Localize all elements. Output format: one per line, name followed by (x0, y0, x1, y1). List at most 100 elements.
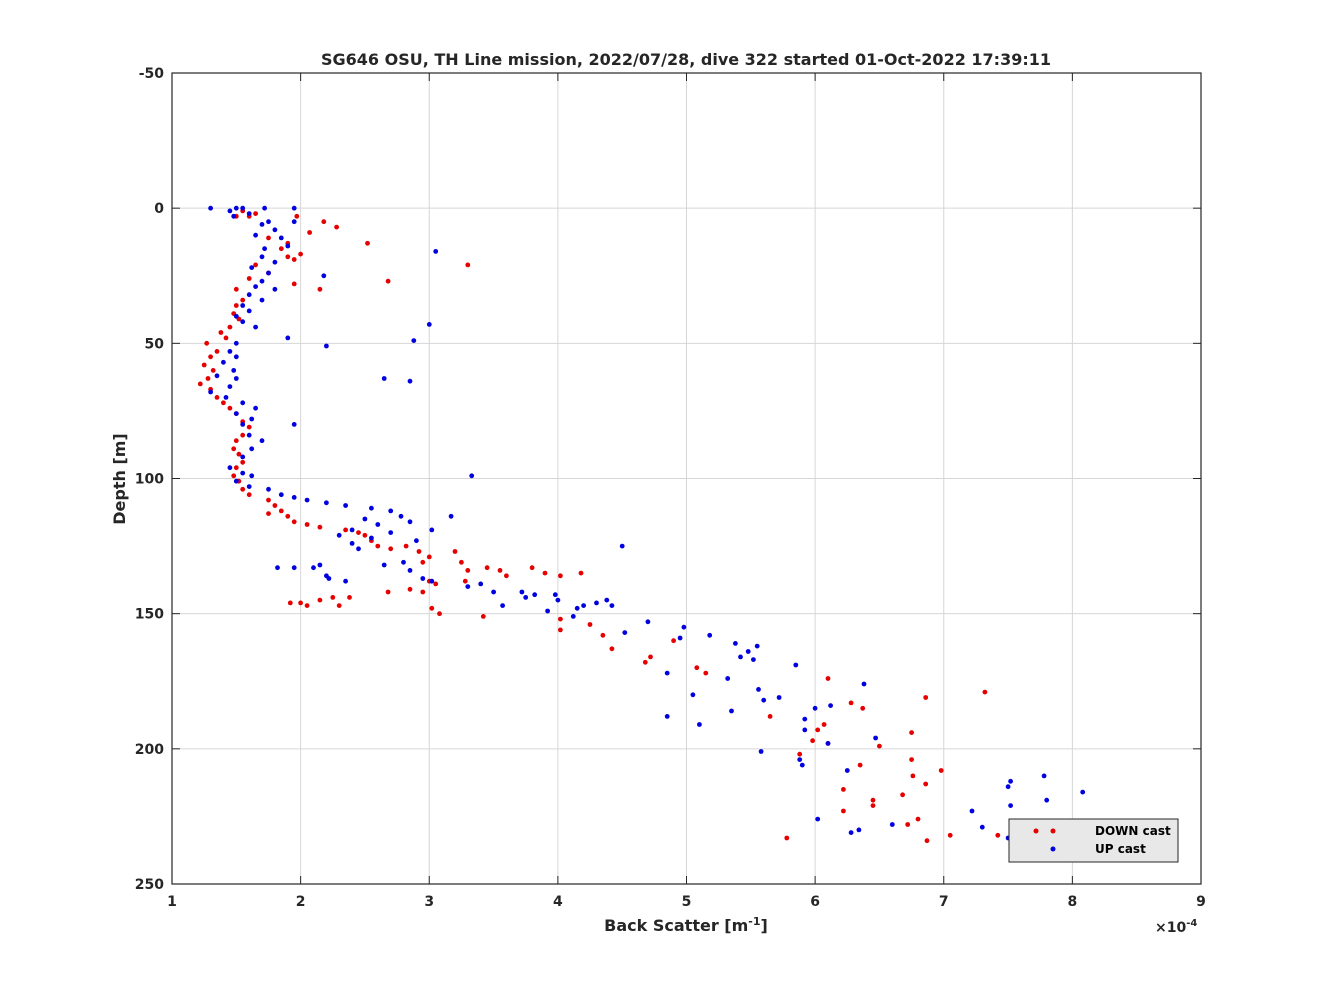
down-cast-point (240, 298, 245, 303)
up-cast-point (369, 536, 374, 541)
up-cast-point (777, 695, 782, 700)
up-cast-point (260, 279, 265, 284)
x-axis-label: Back Scatter [m-1] (604, 915, 768, 935)
down-cast-point (948, 833, 953, 838)
down-cast-point (939, 768, 944, 773)
up-cast-point (253, 233, 258, 238)
up-cast-point (234, 314, 239, 319)
up-cast-point (815, 817, 820, 822)
up-cast-point (751, 657, 756, 662)
up-cast-point (1008, 779, 1013, 784)
up-cast-point (324, 344, 329, 349)
x-tick-label: 5 (682, 894, 692, 910)
down-cast-point (905, 822, 910, 827)
down-cast-point (504, 573, 509, 578)
down-cast-point (841, 787, 846, 792)
up-cast-point (429, 579, 434, 584)
up-cast-point (311, 565, 316, 570)
legend: DOWN cast UP cast (1009, 819, 1178, 862)
down-cast-point (343, 528, 348, 533)
down-cast-point (208, 354, 213, 359)
y-tick-label: 250 (135, 877, 164, 893)
up-cast-point (408, 379, 413, 384)
up-cast-point (594, 601, 599, 606)
down-cast-point (437, 611, 442, 616)
up-cast-point (414, 538, 419, 543)
up-cast-point (845, 768, 850, 773)
up-cast-point (262, 246, 267, 251)
up-cast-point (285, 336, 290, 341)
down-cast-point (481, 614, 486, 619)
down-cast-point (285, 514, 290, 519)
up-cast-point (802, 728, 807, 733)
legend-up-marker (1051, 847, 1056, 852)
down-cast-point (453, 549, 458, 554)
down-cast-point (459, 560, 464, 565)
down-cast-point (285, 254, 290, 259)
up-cast-point (465, 584, 470, 589)
up-cast-point (260, 222, 265, 227)
up-cast-point (800, 763, 805, 768)
y-tick-label: -50 (139, 66, 165, 82)
chart-title: SG646 OSU, TH Line mission, 2022/07/28, … (321, 50, 1051, 69)
up-cast-point (253, 284, 258, 289)
down-cast-point (643, 660, 648, 665)
down-cast-point (231, 473, 236, 478)
down-cast-point (294, 214, 299, 219)
down-cast-point (909, 757, 914, 762)
down-cast-point (530, 565, 535, 570)
up-cast-point (375, 522, 380, 527)
up-cast-point (318, 563, 323, 568)
down-cast-point (273, 503, 278, 508)
up-cast-point (746, 649, 751, 654)
down-cast-point (601, 633, 606, 638)
down-cast-point (768, 714, 773, 719)
up-cast-point (234, 479, 239, 484)
up-cast-point (262, 206, 267, 211)
up-cast-point (240, 206, 245, 211)
down-cast-point (247, 276, 252, 281)
down-cast-point (318, 525, 323, 530)
legend-up-label: UP cast (1095, 842, 1146, 856)
up-cast-point (273, 260, 278, 265)
down-cast-point (923, 695, 928, 700)
down-cast-point (253, 211, 258, 216)
y-tick-label: 50 (145, 336, 165, 352)
up-cast-point (215, 373, 220, 378)
down-cast-point (417, 549, 422, 554)
up-cast-point (249, 417, 254, 422)
up-cast-point (292, 422, 297, 427)
down-cast-point (247, 492, 252, 497)
up-cast-point (408, 519, 413, 524)
up-cast-point (707, 633, 712, 638)
up-cast-point (324, 500, 329, 505)
up-cast-point (581, 603, 586, 608)
up-cast-point (523, 595, 528, 600)
down-cast-point (330, 595, 335, 600)
up-cast-point (622, 630, 627, 635)
up-cast-point (678, 636, 683, 641)
up-cast-point (343, 579, 348, 584)
up-cast-point (738, 655, 743, 660)
up-cast-point (266, 271, 271, 276)
up-cast-point (491, 590, 496, 595)
up-cast-point (292, 219, 297, 224)
down-cast-point (909, 730, 914, 735)
up-cast-point (697, 722, 702, 727)
up-cast-point (620, 544, 625, 549)
down-cast-point (234, 438, 239, 443)
down-cast-point (228, 406, 233, 411)
up-cast-point (253, 406, 258, 411)
down-cast-point (860, 706, 865, 711)
x-tick-label: 1 (167, 894, 177, 910)
up-cast-point (247, 211, 252, 216)
up-cast-point (234, 341, 239, 346)
up-cast-point (1080, 790, 1085, 795)
down-cast-point (558, 617, 563, 622)
down-cast-point (485, 565, 490, 570)
up-cast-point (350, 541, 355, 546)
up-cast-point (980, 825, 985, 830)
down-cast-point (365, 241, 370, 246)
down-cast-point (204, 341, 209, 346)
up-cast-point (382, 376, 387, 381)
